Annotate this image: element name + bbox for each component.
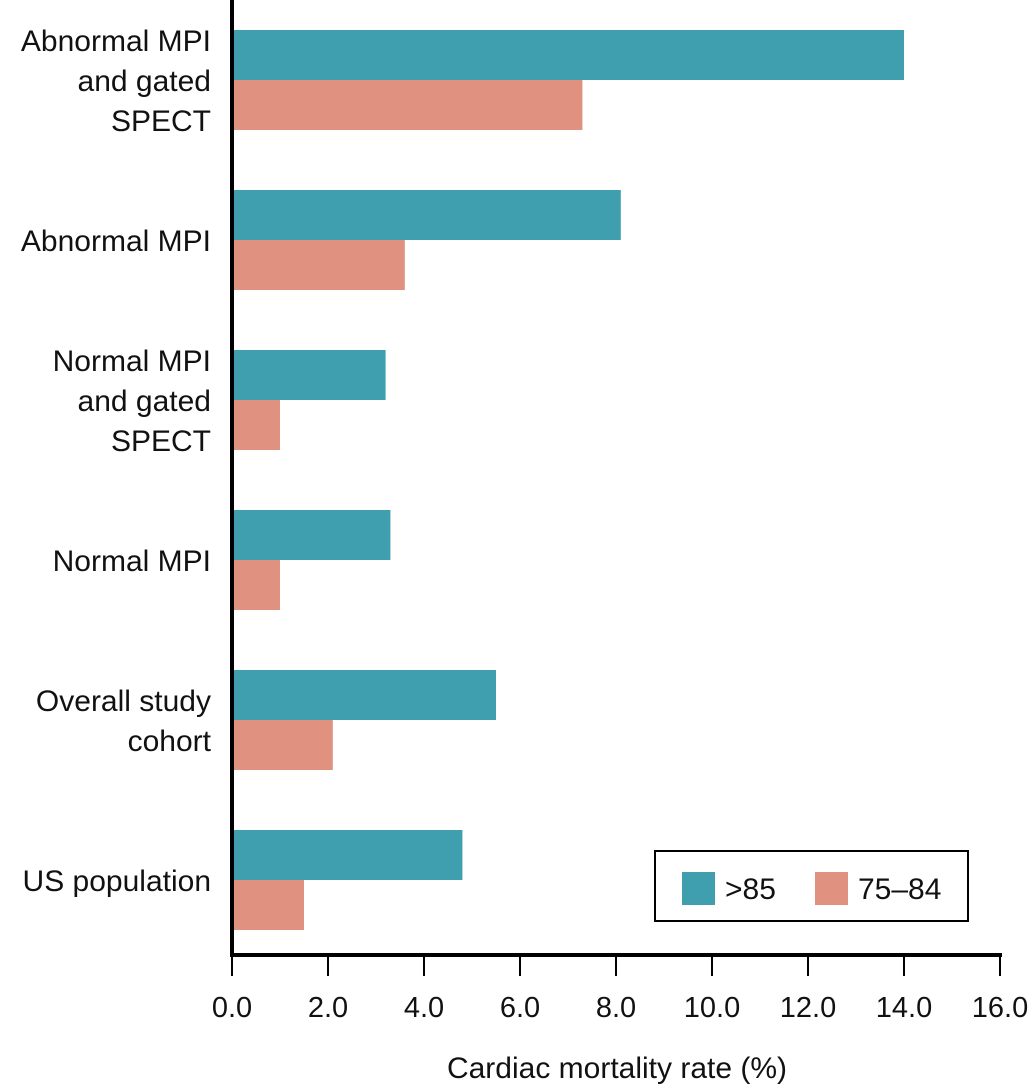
category-label: Normal MPI	[53, 545, 211, 578]
bar-75-84-4	[232, 720, 333, 770]
legend-swatch-gt85	[682, 872, 715, 905]
category-label: Normal MPI and gated SPECT	[53, 345, 211, 458]
bar-gt85-4	[232, 670, 496, 720]
x-tick-label: 2.0	[308, 992, 348, 1024]
category-label: Overall study cohort	[36, 685, 212, 758]
category-label: Abnormal MPI and gated SPECT	[21, 25, 211, 138]
category-label-line: and gated	[78, 385, 211, 418]
x-tick-label: 12.0	[780, 992, 836, 1024]
x-tick-label: 0.0	[212, 992, 252, 1024]
category-label-line: Abnormal MPI	[21, 225, 211, 258]
legend-label-gt85: >85	[725, 873, 776, 906]
category-label-line: SPECT	[111, 105, 211, 138]
bar-75-84-3	[232, 560, 280, 610]
category-label-line: US population	[23, 865, 211, 898]
bar-75-84-0	[232, 80, 583, 130]
bar-75-84-5	[232, 880, 304, 930]
category-label: US population	[23, 865, 211, 898]
bar-75-84-1	[232, 240, 405, 290]
bars-group	[232, 30, 904, 930]
bar-gt85-1	[232, 190, 621, 240]
x-axis-ticks: 0.0 2.0 4.0 6.0 8.0 10.0 12.0 14.0 16.0	[212, 957, 1028, 1024]
bar-gt85-0	[232, 30, 904, 80]
category-label-line: Abnormal MPI	[21, 25, 211, 58]
bar-gt85-2	[232, 350, 386, 400]
category-label: Abnormal MPI	[21, 225, 211, 258]
category-label-line: and gated	[78, 65, 211, 98]
category-label-line: Normal MPI	[53, 345, 211, 378]
x-tick-label: 16.0	[972, 992, 1028, 1024]
category-label-line: Overall study	[36, 685, 211, 718]
legend-label-75-84: 75–84	[858, 873, 941, 906]
bar-gt85-3	[232, 510, 391, 560]
category-label-line: Normal MPI	[53, 545, 211, 578]
x-tick-label: 6.0	[500, 992, 540, 1024]
category-label-line: cohort	[128, 725, 212, 758]
bar-gt85-5	[232, 830, 463, 880]
x-tick-label: 4.0	[404, 992, 444, 1024]
category-labels: Abnormal MPI and gated SPECT Abnormal MPI No…	[21, 25, 212, 898]
x-tick-label: 8.0	[596, 992, 636, 1024]
category-label-line: SPECT	[111, 425, 211, 458]
x-axis-label: Cardiac mortality rate (%)	[447, 1052, 787, 1085]
bar-75-84-2	[232, 400, 280, 450]
x-tick-label: 14.0	[876, 992, 932, 1024]
legend: >85 75–84	[654, 850, 969, 922]
x-tick-label: 10.0	[684, 992, 740, 1024]
legend-swatch-75-84	[815, 872, 848, 905]
